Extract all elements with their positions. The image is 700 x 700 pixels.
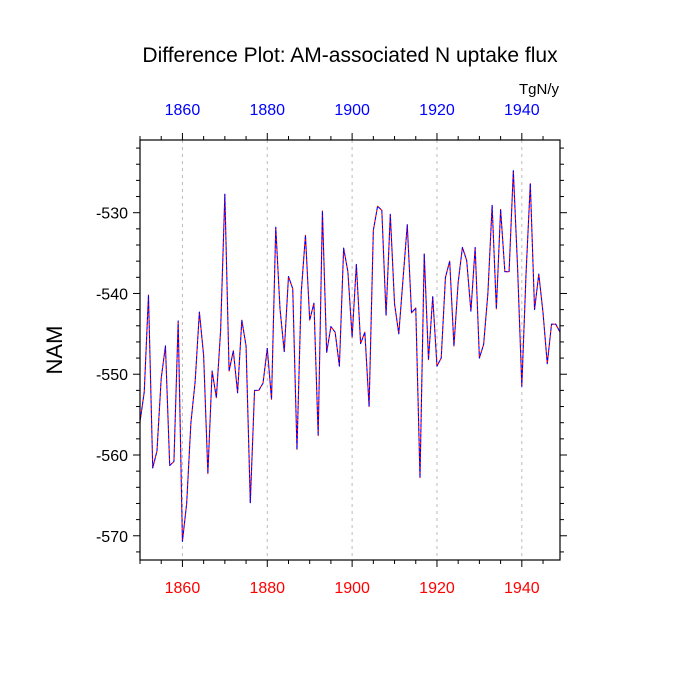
- axes: 1860 1860 1880 1880 1900 1900 1920 1920 1940 1940…: [96, 102, 567, 597]
- x-tick-label-top: 1860: [165, 102, 201, 119]
- y-tick-label: -530: [96, 206, 128, 223]
- x-tick-label-bottom: 1920: [419, 580, 455, 597]
- series-lines: [139, 170, 561, 542]
- series-line-blue: [139, 170, 561, 542]
- x-tick-label-top: 1940: [504, 102, 540, 119]
- series-line-red: [139, 170, 561, 542]
- x-tick-label-top: 1920: [419, 102, 455, 119]
- y-tick-label: -540: [96, 286, 128, 303]
- y-axis-label: NAM: [42, 326, 67, 375]
- x-tick-label-bottom: 1940: [504, 580, 540, 597]
- x-tick-label-bottom: 1880: [249, 580, 285, 597]
- chart-title: Difference Plot: AM-associated N uptake …: [142, 44, 558, 67]
- grid: [181, 140, 523, 560]
- plot-frame: [139, 139, 561, 561]
- y-tick-label: -560: [96, 448, 128, 465]
- x-tick-label-bottom: 1860: [165, 580, 201, 597]
- units-label: TgN/y: [519, 81, 560, 98]
- y-tick-label: -550: [96, 367, 128, 384]
- y-tick-label: -570: [96, 529, 128, 546]
- x-tick-label-bottom: 1900: [334, 580, 370, 597]
- x-tick-label-top: 1880: [249, 102, 285, 119]
- x-tick-label-top: 1900: [334, 102, 370, 119]
